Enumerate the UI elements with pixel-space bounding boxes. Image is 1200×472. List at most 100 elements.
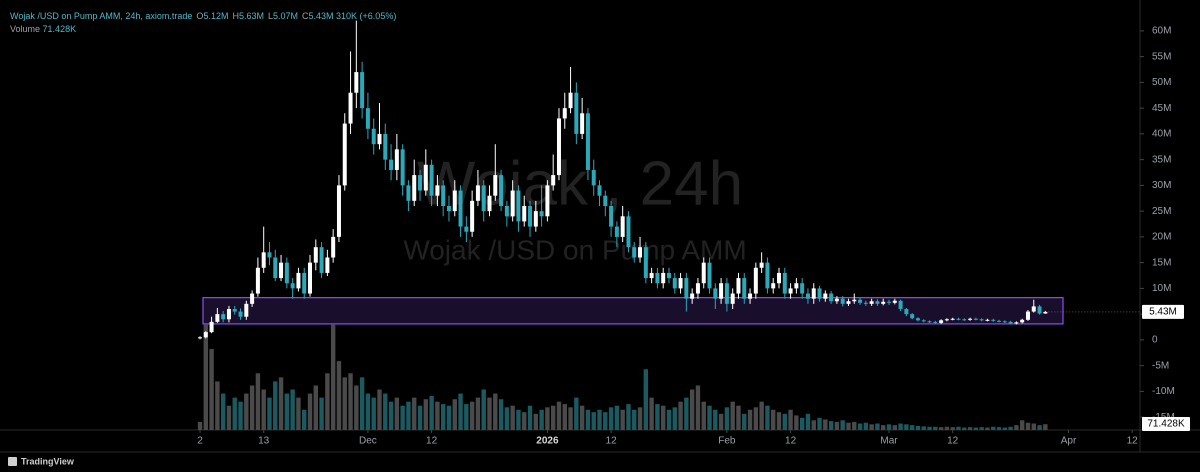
candle-body bbox=[748, 293, 753, 299]
volume-bar bbox=[805, 413, 811, 430]
volume-bar bbox=[348, 373, 353, 430]
candle-body bbox=[759, 262, 764, 268]
candle-body bbox=[452, 190, 457, 212]
candle-body bbox=[956, 318, 961, 320]
y-tick-label: 55M bbox=[1152, 51, 1171, 62]
volume-bar bbox=[661, 405, 666, 430]
candle-body bbox=[678, 278, 683, 289]
volume-bar bbox=[313, 385, 318, 430]
volume-bar bbox=[458, 393, 463, 430]
candle-body bbox=[811, 288, 816, 299]
volume-bar bbox=[267, 397, 272, 430]
y-tick-label: -5M bbox=[1152, 360, 1169, 371]
volume-bar bbox=[446, 405, 452, 430]
volume-bar bbox=[921, 426, 926, 430]
candle-body bbox=[614, 226, 619, 237]
volume-bar bbox=[1037, 425, 1042, 430]
volume-bar bbox=[863, 422, 869, 430]
candle-body bbox=[406, 185, 411, 201]
candle-body bbox=[973, 318, 978, 320]
candle-body bbox=[858, 299, 863, 303]
candle-body bbox=[892, 300, 897, 303]
candle-body bbox=[446, 205, 451, 212]
candle-body bbox=[551, 175, 556, 186]
candle-body bbox=[638, 247, 643, 258]
volume-bar bbox=[904, 424, 909, 430]
candle-body bbox=[377, 133, 382, 145]
volume-bar bbox=[220, 393, 226, 430]
volume-bar bbox=[718, 413, 724, 430]
volume-bar bbox=[469, 401, 475, 430]
volume-bar bbox=[539, 409, 544, 430]
x-tick-label: Mar bbox=[880, 436, 898, 447]
candle-body bbox=[441, 185, 446, 206]
candle-body bbox=[226, 308, 231, 320]
volume-bar bbox=[950, 427, 955, 430]
volume-bar bbox=[423, 399, 429, 430]
candle-body bbox=[944, 319, 949, 321]
candle-body bbox=[643, 247, 648, 279]
volume-bar bbox=[302, 409, 307, 430]
x-tick-label: 12 bbox=[947, 436, 959, 447]
candle-body bbox=[250, 293, 255, 304]
logo[interactable]: TradingView bbox=[8, 456, 75, 466]
volume-bar bbox=[823, 419, 828, 430]
candle-body bbox=[591, 169, 596, 186]
candle-body bbox=[1014, 322, 1019, 324]
candle-body bbox=[545, 185, 550, 217]
candle-body bbox=[846, 301, 851, 304]
candle-body bbox=[279, 262, 284, 279]
volume-bar bbox=[973, 427, 979, 430]
candle-body bbox=[580, 113, 585, 134]
volume-bar bbox=[406, 401, 411, 430]
candle-body bbox=[435, 185, 440, 196]
volume-value: 71.428K bbox=[42, 24, 77, 34]
candle-body bbox=[649, 272, 654, 279]
candle-body bbox=[487, 195, 492, 212]
volume-bar bbox=[1014, 425, 1019, 430]
volume-bar bbox=[585, 409, 591, 430]
y-tick-label: -10M bbox=[1152, 386, 1175, 397]
volume-bar bbox=[244, 393, 249, 430]
volume-bar bbox=[533, 413, 539, 430]
volume-bar bbox=[672, 407, 677, 430]
volume-bar bbox=[776, 412, 782, 430]
last-price-label: 5.43M bbox=[1149, 307, 1177, 318]
y-tick-label: 45M bbox=[1152, 103, 1171, 114]
volume-bar bbox=[238, 401, 243, 430]
legend-row: Wojak /USD on Pump AMM, 24h, axiom.trade… bbox=[10, 10, 396, 23]
candle-body bbox=[1043, 311, 1048, 314]
volume-bar bbox=[562, 404, 567, 430]
candle-body bbox=[499, 175, 504, 206]
candle-body bbox=[927, 321, 932, 323]
volume-bar bbox=[782, 413, 787, 430]
candle-body bbox=[290, 283, 295, 289]
volume-bar bbox=[249, 385, 255, 430]
change: 310K (+6.05%) bbox=[336, 11, 397, 21]
volume-bar bbox=[440, 404, 446, 430]
candle-body bbox=[383, 133, 388, 160]
volume-bar bbox=[1002, 427, 1008, 430]
volume-bar bbox=[545, 407, 550, 430]
candle-body bbox=[319, 247, 324, 273]
candle-body bbox=[418, 175, 423, 191]
candle-body bbox=[875, 301, 880, 304]
volume-bar bbox=[759, 401, 764, 430]
candle-body bbox=[603, 195, 608, 206]
candle-body bbox=[719, 283, 724, 299]
volume-bar bbox=[909, 425, 915, 430]
candle-body bbox=[863, 302, 868, 304]
ohlc-value: 5.12M bbox=[203, 11, 229, 21]
candle-body bbox=[510, 190, 515, 217]
candle-body bbox=[777, 272, 781, 284]
volume-bar bbox=[435, 401, 440, 430]
volume-bar bbox=[591, 412, 596, 430]
candle-body bbox=[695, 283, 700, 294]
candle-body bbox=[1031, 306, 1036, 312]
candle-body bbox=[232, 308, 237, 312]
candle-body bbox=[991, 319, 996, 321]
candle-body bbox=[753, 267, 758, 294]
volume-bar bbox=[979, 427, 984, 430]
